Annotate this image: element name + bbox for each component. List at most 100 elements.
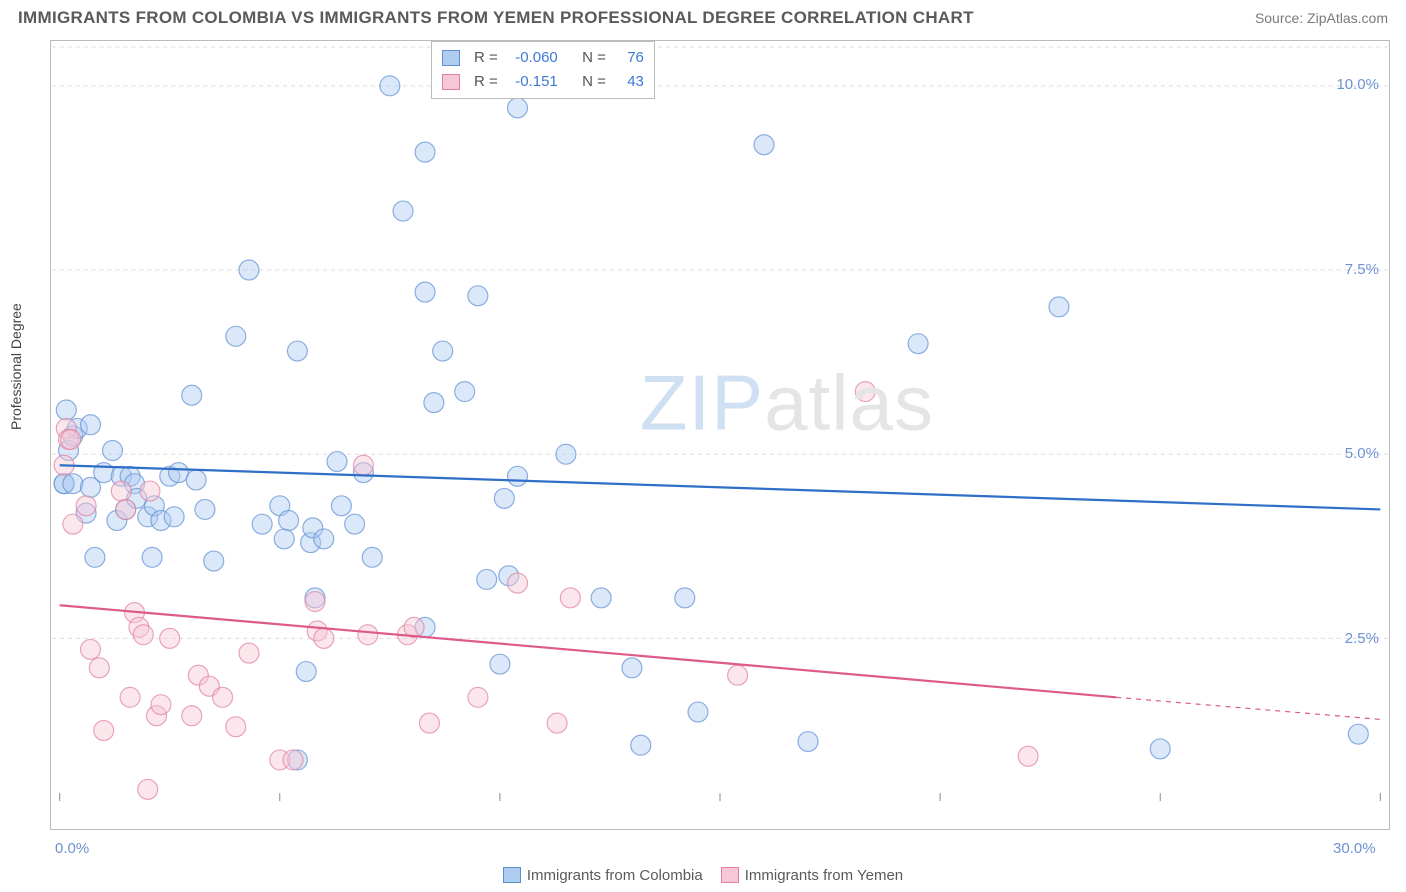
- scatter-point: [393, 201, 413, 221]
- y-tick-label: 5.0%: [1345, 445, 1379, 462]
- scatter-point: [76, 496, 96, 516]
- r-label: R =: [474, 46, 498, 70]
- scatter-point: [283, 750, 303, 770]
- scatter-point: [226, 326, 246, 346]
- scatter-point: [305, 592, 325, 612]
- correlation-legend: R = -0.060 N = 76 R = -0.151 N = 43: [431, 41, 655, 99]
- watermark-atlas: atlas: [764, 359, 934, 447]
- scatter-point: [345, 514, 365, 534]
- scatter-point: [754, 135, 774, 155]
- scatter-point: [151, 695, 171, 715]
- scatter-point: [120, 687, 140, 707]
- scatter-point: [494, 488, 514, 508]
- scatter-point: [404, 617, 424, 637]
- scatter-point: [728, 665, 748, 685]
- scatter-point: [455, 382, 475, 402]
- scatter-point: [142, 547, 162, 567]
- scatter-point: [81, 415, 101, 435]
- scatter-point: [186, 470, 206, 490]
- scatter-point: [94, 720, 114, 740]
- scatter-point: [415, 282, 435, 302]
- scatter-point: [1049, 297, 1069, 317]
- trend-line-extension: [1116, 697, 1380, 719]
- r-value: -0.151: [506, 70, 558, 94]
- x-tick-label: 0.0%: [55, 840, 89, 857]
- scatter-point: [908, 334, 928, 354]
- scatter-point: [688, 702, 708, 722]
- scatter-point: [81, 639, 101, 659]
- scatter-point: [103, 441, 123, 461]
- legend-label: Immigrants from Yemen: [745, 867, 903, 884]
- watermark-zip: ZIP: [640, 359, 764, 447]
- n-value: 76: [614, 46, 644, 70]
- scatter-point: [169, 463, 189, 483]
- chart-title: IMMIGRANTS FROM COLOMBIA VS IMMIGRANTS F…: [18, 8, 974, 28]
- scatter-point: [314, 529, 334, 549]
- scatter-point: [415, 142, 435, 162]
- scatter-point: [274, 529, 294, 549]
- y-tick-label: 2.5%: [1345, 630, 1379, 647]
- scatter-point: [204, 551, 224, 571]
- scatter-point: [358, 625, 378, 645]
- scatter-point: [279, 511, 299, 531]
- scatter-point: [433, 341, 453, 361]
- legend-swatch: [503, 867, 521, 883]
- scatter-point: [252, 514, 272, 534]
- scatter-point: [133, 625, 153, 645]
- scatter-point: [182, 706, 202, 726]
- scatter-point: [380, 76, 400, 96]
- scatter-point: [490, 654, 510, 674]
- scatter-point: [331, 496, 351, 516]
- legend-item: Immigrants from Colombia: [503, 867, 703, 884]
- legend-label: Immigrants from Colombia: [527, 867, 703, 884]
- correlation-legend-row: R = -0.060 N = 76: [442, 46, 644, 70]
- scatter-point: [362, 547, 382, 567]
- scatter-point: [547, 713, 567, 733]
- scatter-point: [419, 713, 439, 733]
- scatter-point: [508, 466, 528, 486]
- watermark: ZIPatlas: [640, 358, 934, 449]
- scatter-point: [140, 481, 160, 501]
- scatter-point: [1018, 746, 1038, 766]
- scatter-point: [213, 687, 233, 707]
- scatter-point: [296, 662, 316, 682]
- scatter-point: [798, 732, 818, 752]
- legend-swatch: [442, 74, 460, 90]
- y-tick-label: 7.5%: [1345, 261, 1379, 278]
- n-label: N =: [582, 46, 606, 70]
- scatter-point: [477, 569, 497, 589]
- scatter-point: [424, 393, 444, 413]
- scatter-point: [138, 779, 158, 799]
- scatter-point: [560, 588, 580, 608]
- scatter-point: [1348, 724, 1368, 744]
- scatter-point: [314, 628, 334, 648]
- scatter-point: [85, 547, 105, 567]
- trend-line: [60, 465, 1381, 509]
- scatter-point: [239, 643, 259, 663]
- scatter-point: [287, 341, 307, 361]
- n-value: 43: [614, 70, 644, 94]
- scatter-point: [1150, 739, 1170, 759]
- r-value: -0.060: [506, 46, 558, 70]
- r-label: R =: [474, 70, 498, 94]
- legend-swatch: [721, 867, 739, 883]
- scatter-point: [675, 588, 695, 608]
- scatter-point: [468, 687, 488, 707]
- n-label: N =: [582, 70, 606, 94]
- y-tick-label: 10.0%: [1336, 76, 1379, 93]
- scatter-point: [556, 444, 576, 464]
- y-axis-label: Professional Degree: [8, 303, 24, 430]
- correlation-legend-row: R = -0.151 N = 43: [442, 70, 644, 94]
- scatter-point: [56, 400, 76, 420]
- scatter-point: [622, 658, 642, 678]
- scatter-point: [226, 717, 246, 737]
- legend-swatch: [442, 50, 460, 66]
- scatter-point: [631, 735, 651, 755]
- scatter-point: [116, 499, 136, 519]
- scatter-point: [63, 474, 83, 494]
- scatter-point: [61, 429, 81, 449]
- scatter-point: [327, 452, 347, 472]
- scatter-point: [508, 98, 528, 118]
- scatter-point: [508, 573, 528, 593]
- scatter-point: [353, 455, 373, 475]
